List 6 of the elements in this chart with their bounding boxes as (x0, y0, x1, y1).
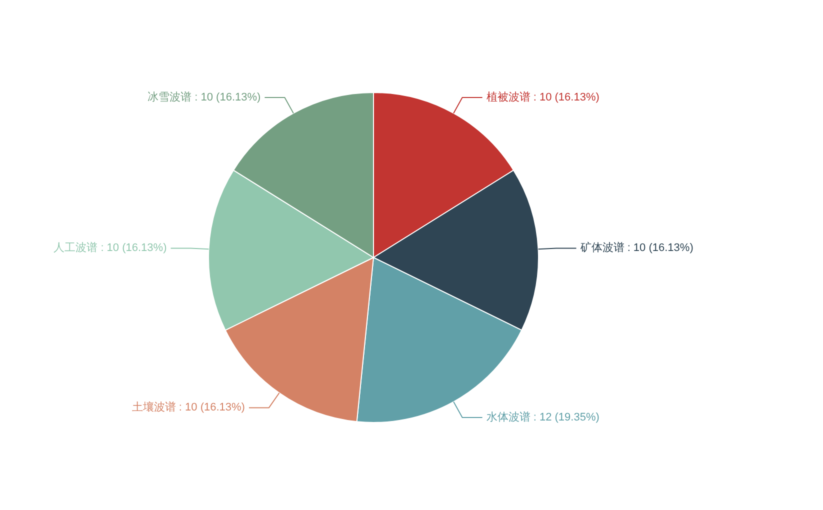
slice-label: 人工波谱 : 10 (16.13%) (54, 241, 167, 254)
slice-label: 水体波谱 : 12 (19.35%) (486, 410, 600, 424)
slice-label: 冰雪波谱 : 10 (16.13%) (148, 90, 261, 104)
slice-label: 植被波谱 : 10 (16.13%) (486, 90, 600, 104)
slice-label: 土壤波谱 : 10 (16.13%) (132, 400, 245, 414)
slice-label: 矿体波谱 : 10 (16.13%) (579, 241, 694, 254)
